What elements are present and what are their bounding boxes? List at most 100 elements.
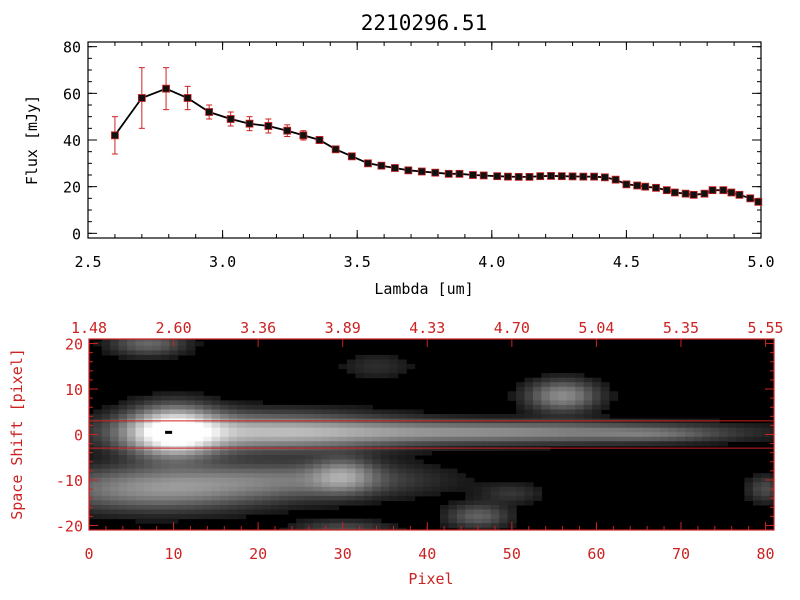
image-pixel [676, 436, 686, 442]
image-pixel [177, 482, 187, 488]
image-pixel [414, 409, 424, 415]
image-pixel [744, 491, 754, 497]
image-pixel [220, 441, 230, 447]
image-pixel [296, 414, 306, 420]
image-pixel [516, 482, 526, 488]
image-pixel [118, 455, 128, 461]
image-pixel [363, 523, 373, 529]
image-pixel [507, 436, 517, 442]
image-pixel [194, 495, 204, 501]
image-pixel [482, 441, 492, 447]
image-pixel [524, 404, 534, 410]
image-pixel [330, 427, 340, 433]
image-pixel [287, 459, 297, 465]
image-pixel [516, 432, 526, 438]
image-pixel [372, 427, 382, 433]
image-pixel [330, 436, 340, 442]
image-pixel [160, 495, 170, 501]
image-pixel [304, 427, 314, 433]
image-pixel [423, 436, 433, 442]
image-pixel [516, 400, 526, 406]
image-pixel [423, 464, 433, 470]
image-pixel [177, 468, 187, 474]
image-pixel [719, 432, 729, 438]
image-pixel [541, 391, 551, 397]
image-pixel [355, 354, 365, 360]
image-pixel [651, 423, 661, 429]
image-pixel [769, 491, 774, 497]
image-pixel [406, 482, 416, 488]
image-pixel [575, 382, 585, 388]
image-pixel [177, 459, 187, 465]
image-pixel [160, 354, 170, 360]
image-pixel [211, 464, 221, 470]
image-pixel [346, 495, 356, 501]
image-pixel [211, 436, 221, 442]
image-pixel [228, 441, 238, 447]
image-pixel [296, 500, 306, 506]
image-pixel [144, 341, 154, 347]
image-pixel [169, 450, 179, 456]
spectrum-y-tick-label: 40 [63, 132, 81, 150]
image-pixel [575, 441, 585, 447]
image-pixel [220, 468, 230, 474]
image-pixel [414, 441, 424, 447]
image-pixel [685, 432, 695, 438]
image-x-ticks: 0 10 20 30 40 50 60 70 80 [84, 522, 775, 563]
image-pixel [304, 423, 314, 429]
image-pixel [101, 514, 111, 520]
image-pixel [296, 423, 306, 429]
image-pixel [566, 409, 576, 415]
image-pixel [279, 468, 289, 474]
image-pixel [431, 414, 441, 420]
image-pixel [440, 432, 450, 438]
image-pixel [101, 404, 111, 410]
image-pixel [194, 459, 204, 465]
image-x-tick-label: 40 [418, 545, 436, 563]
image-pixel [541, 386, 551, 392]
image-pixel [279, 404, 289, 410]
image-pixel [177, 350, 187, 356]
image-pixel [177, 395, 187, 401]
image-pixel [330, 491, 340, 497]
image-pixel [101, 409, 111, 415]
image-pixel [144, 473, 154, 479]
image-pixel [144, 432, 154, 438]
image-pixel [456, 482, 466, 488]
image-pixel [152, 395, 162, 401]
image-pixel [507, 514, 517, 520]
image-pixel [169, 409, 179, 415]
image-pixel [406, 423, 416, 429]
image-pixel [406, 495, 416, 501]
image-pixel [440, 427, 450, 433]
image-pixel [135, 395, 145, 401]
spectrum-y-label: Flux [mJy] [23, 95, 41, 185]
image-pixel [575, 423, 585, 429]
image-pixel [118, 427, 128, 433]
image-pixel [135, 459, 145, 465]
image-pixel [499, 427, 509, 433]
image-pixel [524, 391, 534, 397]
image-pixel [169, 500, 179, 506]
image-pixel [127, 345, 137, 351]
image-pixel [186, 432, 196, 438]
image-pixel [228, 495, 238, 501]
data-point [681, 189, 690, 198]
image-pixel [363, 359, 373, 365]
image-pixel [89, 482, 94, 488]
image-pixel [144, 509, 154, 515]
image-pixel [719, 423, 729, 429]
image-pixel [389, 486, 399, 492]
image-pixel [566, 441, 576, 447]
image-pixel [101, 455, 111, 461]
image-pixel [541, 377, 551, 383]
image-pixel [118, 341, 128, 347]
image-pixel [101, 482, 111, 488]
image-pixel [490, 505, 500, 511]
image-pixel [211, 427, 221, 433]
image-pixel [186, 482, 196, 488]
image-pixel [110, 509, 120, 515]
image-pixel [321, 473, 331, 479]
image-pixel [118, 423, 128, 429]
image-pixel [389, 473, 399, 479]
